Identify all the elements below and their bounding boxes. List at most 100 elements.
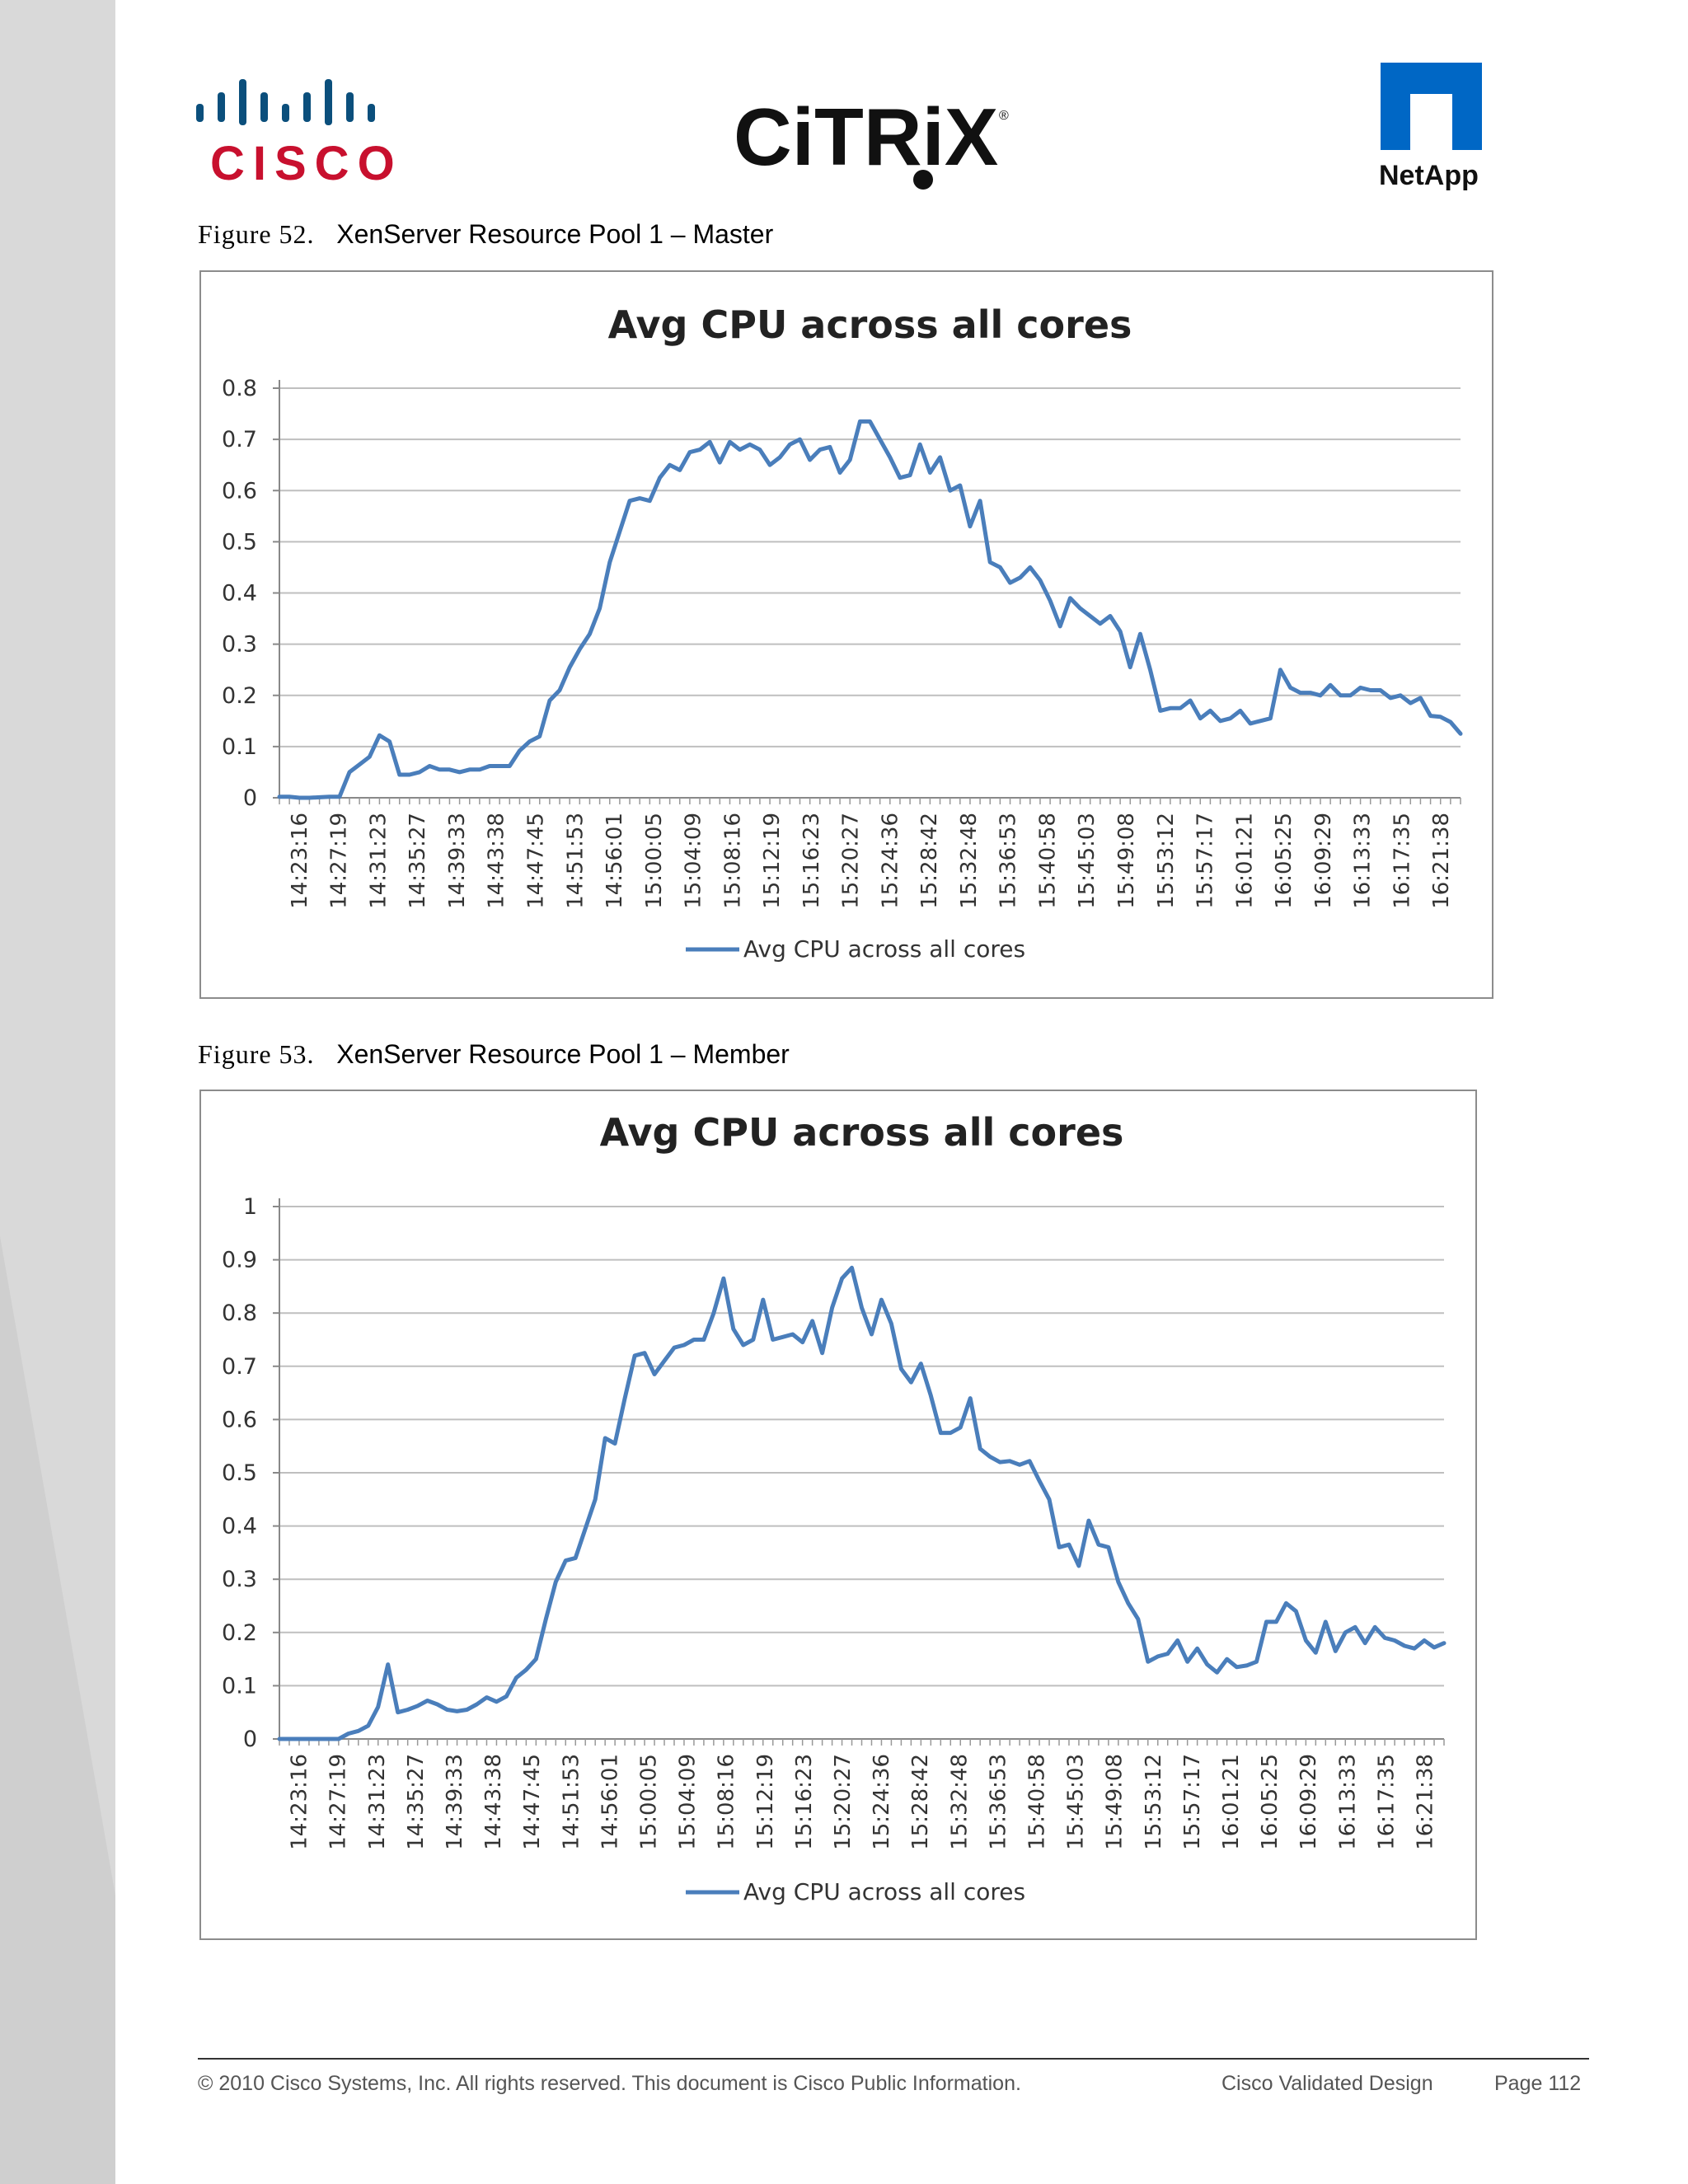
x-tick-label: 15:24:36 xyxy=(878,813,903,909)
data-point xyxy=(889,1322,893,1325)
data-point xyxy=(879,1298,883,1301)
data-point xyxy=(828,445,832,448)
chart-title: Avg CPU across all cores xyxy=(608,302,1132,347)
y-tick-label: 0.6 xyxy=(222,1407,257,1432)
data-point xyxy=(1403,1644,1406,1647)
y-tick-label: 0.3 xyxy=(222,632,257,658)
data-point xyxy=(623,1397,626,1400)
footer-page-number: Page 112 xyxy=(1494,2072,1582,2095)
x-tick-label: 15:04:09 xyxy=(682,813,706,909)
data-point xyxy=(1245,1664,1248,1667)
y-tick-label: 0.8 xyxy=(222,1301,257,1326)
data-point xyxy=(298,796,301,799)
data-point xyxy=(1208,709,1212,712)
data-point xyxy=(869,419,871,423)
data-point xyxy=(1389,696,1392,700)
data-point xyxy=(1118,630,1122,633)
data-point xyxy=(387,1663,390,1666)
data-point xyxy=(712,1311,715,1315)
data-point xyxy=(1265,1620,1268,1624)
x-tick-label: 14:27:19 xyxy=(327,813,352,909)
data-point xyxy=(638,497,641,500)
cisco-logo: CISCO xyxy=(194,73,400,190)
data-point xyxy=(1369,689,1372,691)
x-tick-label: 15:36:53 xyxy=(986,1754,1010,1850)
x-tick-label: 15:12:19 xyxy=(760,813,785,909)
data-point xyxy=(1067,1543,1071,1546)
data-point xyxy=(939,456,941,459)
data-point xyxy=(426,1699,429,1702)
data-point xyxy=(1068,597,1071,600)
x-tick-label: 15:45:03 xyxy=(1064,1754,1089,1850)
data-point xyxy=(959,1426,962,1429)
data-point xyxy=(1259,719,1262,723)
data-point xyxy=(722,1277,725,1280)
x-tick-label: 16:21:38 xyxy=(1429,813,1454,909)
y-tick-label: 0 xyxy=(243,1727,257,1752)
legend-label: Avg CPU across all cores xyxy=(743,935,1025,963)
data-point xyxy=(1179,706,1182,710)
data-point xyxy=(1008,1460,1011,1463)
data-point xyxy=(1304,1639,1307,1642)
x-tick-label: 15:57:17 xyxy=(1193,813,1218,909)
data-point xyxy=(603,1436,607,1440)
data-point xyxy=(1099,622,1102,626)
data-point xyxy=(998,1460,1001,1464)
data-point xyxy=(663,1359,666,1362)
data-point xyxy=(821,1352,824,1355)
x-tick-label: 15:32:48 xyxy=(947,1754,972,1850)
data-point xyxy=(347,1732,350,1735)
data-point xyxy=(1048,1497,1051,1501)
svg-text:®: ® xyxy=(999,109,1009,123)
data-point xyxy=(708,440,711,443)
data-point xyxy=(848,458,851,462)
data-point xyxy=(768,463,771,466)
x-tick-label: 15:20:27 xyxy=(839,813,864,909)
side-band-shading xyxy=(0,1236,115,2184)
y-tick-label: 0.8 xyxy=(222,376,257,401)
data-point xyxy=(317,1737,321,1741)
data-point xyxy=(554,1580,557,1583)
data-point xyxy=(1299,691,1302,695)
data-point xyxy=(831,1306,834,1310)
x-tick-label: 14:51:53 xyxy=(563,813,588,909)
x-tick-label: 14:43:38 xyxy=(485,813,509,909)
data-point xyxy=(476,1703,478,1706)
figure-53-label: Figure 53. xyxy=(198,1039,315,1069)
data-point xyxy=(1159,709,1162,712)
data-point xyxy=(1149,668,1151,672)
data-point xyxy=(692,1338,696,1341)
x-tick-label: 15:24:36 xyxy=(870,1754,894,1850)
data-point xyxy=(1097,1543,1100,1546)
x-tick-label: 15:40:58 xyxy=(1035,813,1060,909)
data-point xyxy=(1249,722,1252,725)
x-tick-label: 16:17:35 xyxy=(1390,813,1414,909)
data-point xyxy=(578,648,581,651)
x-tick-label: 15:00:05 xyxy=(642,813,667,909)
data-point xyxy=(909,1380,912,1384)
data-point xyxy=(860,1306,863,1310)
data-point xyxy=(328,795,331,799)
data-point xyxy=(1189,699,1192,702)
data-point xyxy=(446,1708,449,1711)
data-point xyxy=(377,1705,380,1708)
data-point xyxy=(633,1354,636,1357)
data-point xyxy=(653,1373,656,1376)
data-point xyxy=(771,1338,775,1341)
data-point xyxy=(1229,717,1232,720)
data-point xyxy=(574,1556,577,1559)
x-tick-label: 15:45:03 xyxy=(1075,813,1100,909)
data-point xyxy=(1028,1460,1031,1463)
x-tick-label: 14:56:01 xyxy=(598,1754,622,1850)
data-point xyxy=(368,755,371,758)
data-point xyxy=(818,448,822,452)
data-point xyxy=(456,1709,458,1713)
data-point xyxy=(498,765,501,767)
x-tick-label: 16:05:25 xyxy=(1258,1754,1282,1850)
x-tick-label: 15:32:48 xyxy=(957,813,982,909)
data-point xyxy=(504,1694,508,1698)
data-point xyxy=(1289,686,1292,689)
data-point xyxy=(851,1266,853,1269)
data-point xyxy=(752,1338,755,1341)
data-point xyxy=(729,440,731,443)
